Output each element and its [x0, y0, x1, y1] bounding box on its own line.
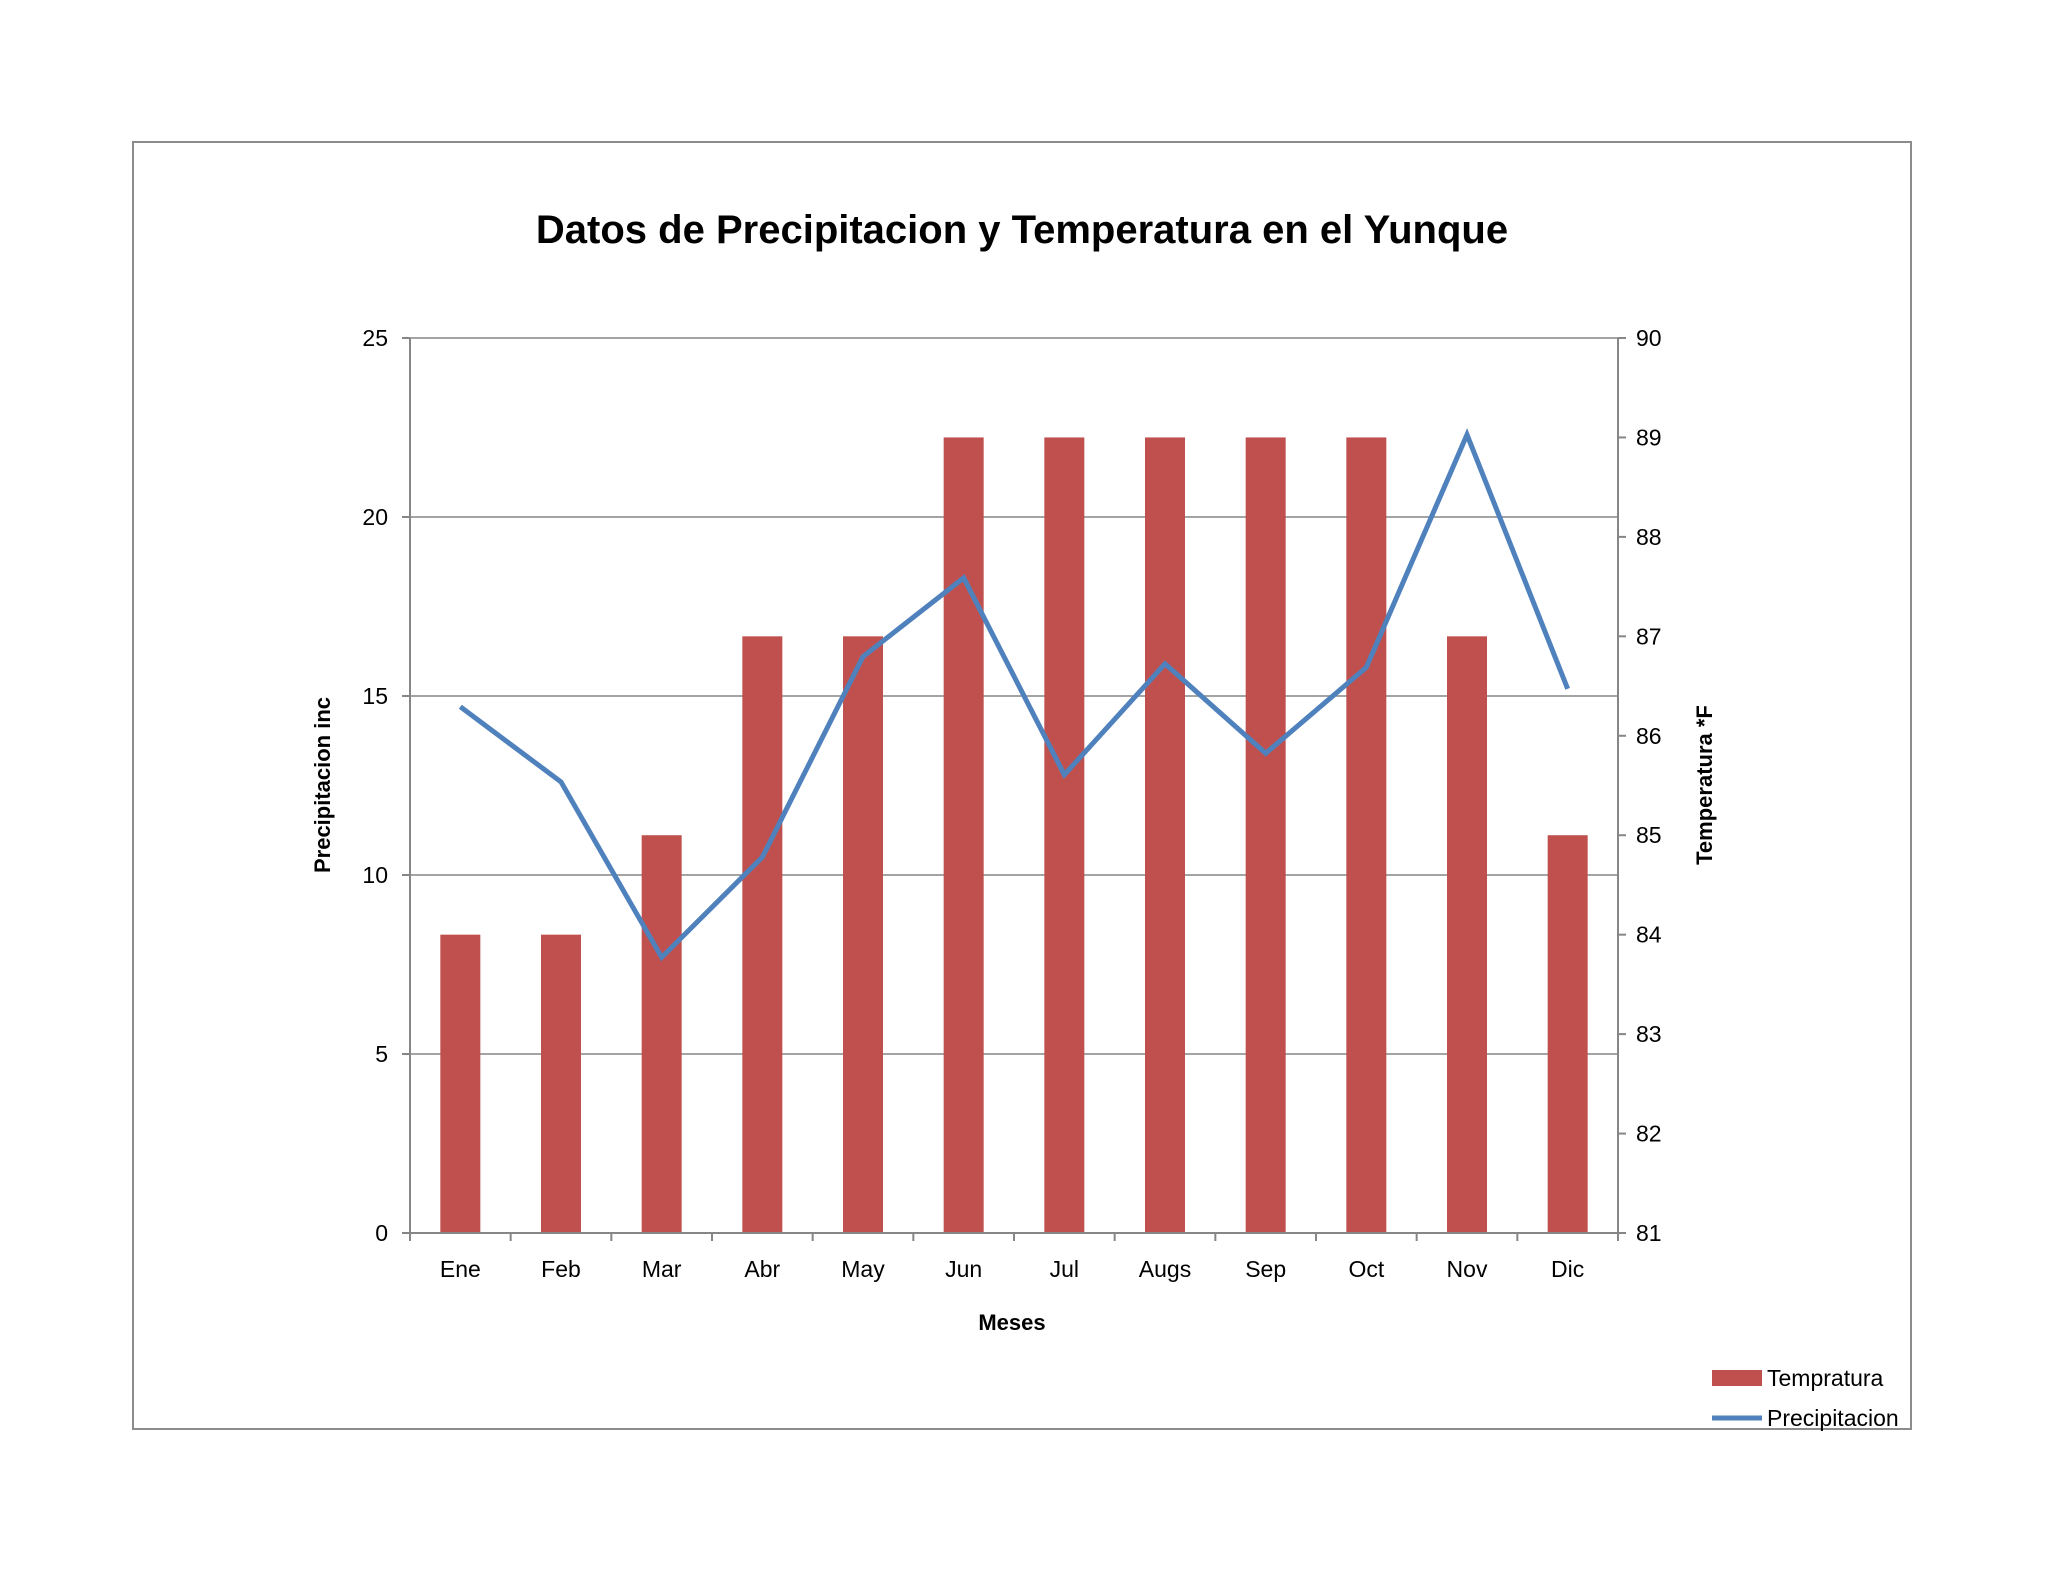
chart-title: Datos de Precipitacion y Temperatura en … [536, 208, 1508, 252]
y-right-tick-label: 82 [1636, 1121, 1662, 1147]
bar [641, 835, 682, 1233]
tick-labels: 0 5 10 15 20 25 81 82 83 84 85 86 87 88 89 90 Ene Feb Mar A… [362, 325, 1661, 1282]
x-tick-label: Feb [541, 1256, 581, 1282]
bar [1145, 437, 1185, 1233]
bar [843, 636, 883, 1233]
chart-frame [132, 141, 1912, 1430]
legend-label-tempratura: Tempratura [1767, 1365, 1884, 1391]
y-axis-left-title: Precipitacion inc [310, 697, 335, 873]
y-right-tick-label: 83 [1636, 1021, 1662, 1047]
x-tick-label: May [841, 1256, 885, 1282]
bar [1346, 437, 1387, 1233]
bar [943, 437, 984, 1233]
bar [541, 934, 581, 1233]
y-axis-right-title: Temperatura *F [1692, 705, 1717, 865]
y-left-tick-label: 25 [362, 325, 388, 351]
x-tick-label: Oct [1348, 1256, 1384, 1282]
gridlines [410, 337, 1618, 1055]
y-right-tick-label: 89 [1636, 424, 1662, 450]
y-right-tick-label: 85 [1636, 822, 1662, 848]
y-left-tick-label: 20 [362, 504, 388, 530]
bar [1547, 835, 1588, 1233]
x-tick-label: Dic [1551, 1256, 1584, 1282]
bar-series [440, 437, 1588, 1233]
y-right-tick-label: 86 [1636, 723, 1662, 749]
bar [1044, 437, 1085, 1233]
legend-label-precipitacion: Precipitacion [1767, 1405, 1899, 1431]
precipitacion-line [458, 428, 1570, 962]
x-tick-label: Sep [1245, 1256, 1286, 1282]
y-right-tick-label: 90 [1636, 325, 1662, 351]
bar [742, 636, 783, 1233]
bar [1447, 636, 1487, 1233]
axes [402, 337, 1626, 1241]
x-tick-label: Jul [1050, 1256, 1079, 1282]
bar [1245, 437, 1286, 1233]
y-left-tick-label: 15 [362, 683, 388, 709]
y-right-tick-label: 84 [1636, 922, 1662, 948]
x-tick-label: Nov [1447, 1256, 1488, 1282]
x-tick-label: Mar [642, 1256, 682, 1282]
x-tick-label: Ene [440, 1256, 481, 1282]
y-left-tick-label: 0 [375, 1220, 388, 1246]
x-axis-title: Meses [978, 1310, 1045, 1335]
y-left-tick-label: 10 [362, 862, 388, 888]
line-series [458, 428, 1570, 962]
y-left-tick-label: 5 [375, 1041, 388, 1067]
x-tick-label: Abr [744, 1256, 780, 1282]
bar [440, 934, 481, 1233]
y-right-tick-label: 87 [1636, 623, 1662, 649]
y-right-tick-label: 81 [1636, 1220, 1662, 1246]
x-tick-label: Jun [945, 1256, 982, 1282]
legend: Tempratura Precipitacion [1712, 1365, 1899, 1431]
legend-bar-swatch [1712, 1370, 1762, 1386]
x-tick-label: Augs [1139, 1256, 1191, 1282]
y-right-tick-label: 88 [1636, 524, 1662, 550]
